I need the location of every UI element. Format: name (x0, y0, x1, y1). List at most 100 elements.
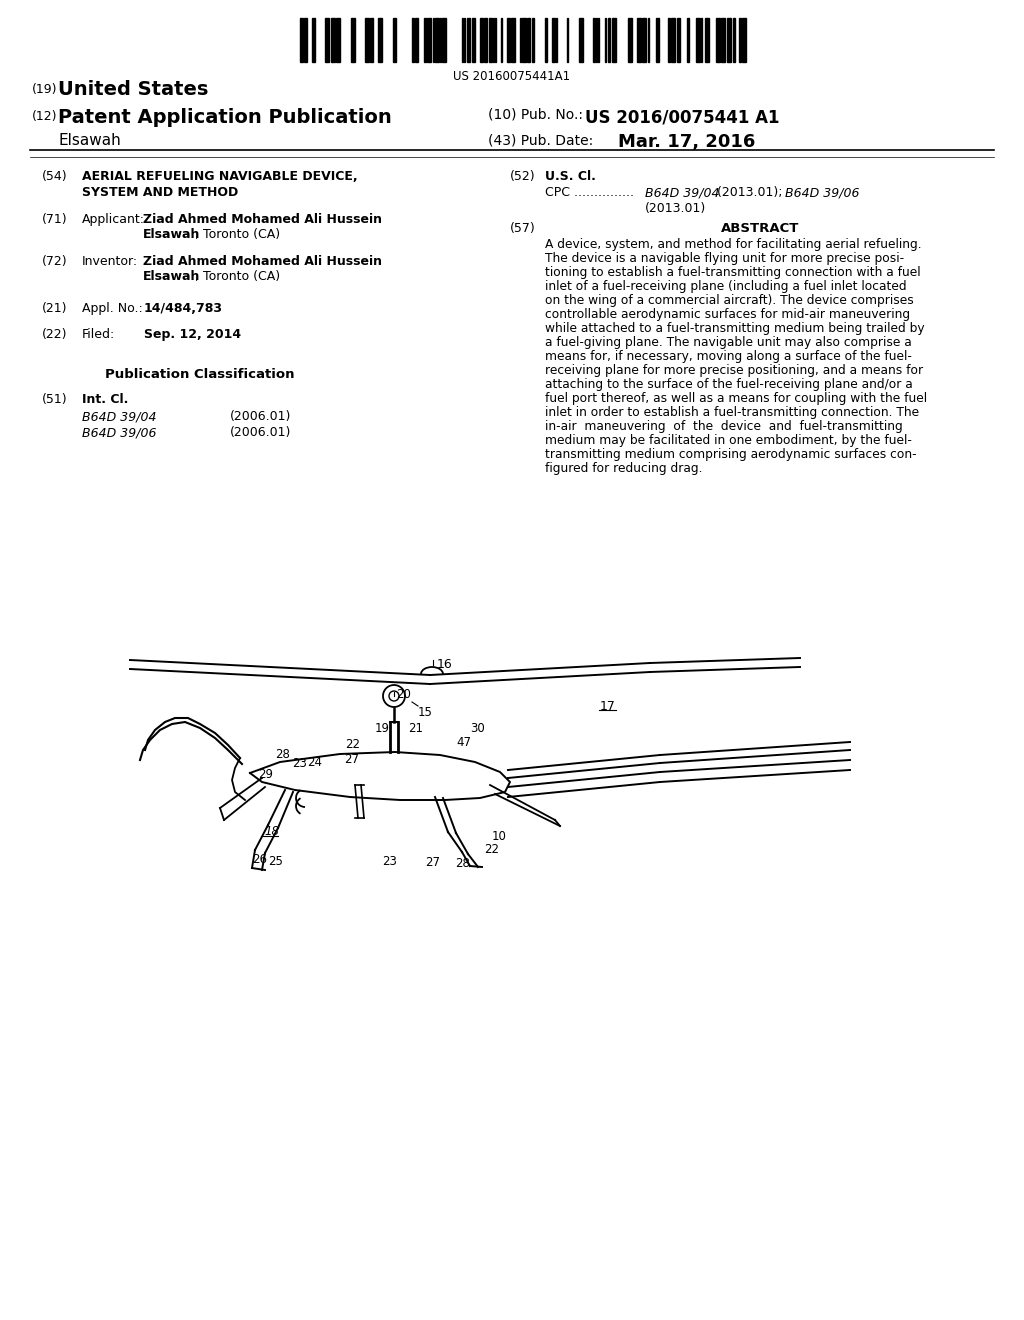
Bar (351, 18, 355, 62)
Text: 29: 29 (258, 768, 273, 781)
Text: controllable aerodynamic surfaces for mid-air maneuvering: controllable aerodynamic surfaces for mi… (545, 308, 910, 321)
Text: , Toronto (CA): , Toronto (CA) (195, 228, 281, 242)
Text: 30: 30 (470, 722, 484, 735)
Bar (687, 18, 689, 62)
Text: inlet of a fuel-receiving plane (including a fuel inlet located: inlet of a fuel-receiving plane (includi… (545, 280, 906, 293)
Text: CPC ...............: CPC ............... (545, 186, 638, 199)
Text: 27: 27 (344, 752, 359, 766)
Text: transmitting medium comprising aerodynamic surfaces con-: transmitting medium comprising aerodynam… (545, 447, 916, 461)
Bar (435, 18, 439, 62)
Text: ABSTRACT: ABSTRACT (721, 222, 799, 235)
Text: in-air  maneuvering  of  the  device  and  fuel-transmitting: in-air maneuvering of the device and fue… (545, 420, 903, 433)
Text: 22: 22 (484, 843, 499, 855)
Bar (331, 18, 335, 62)
Text: 28: 28 (455, 857, 470, 870)
Text: US 2016/0075441 A1: US 2016/0075441 A1 (585, 108, 779, 125)
Text: 28: 28 (275, 748, 290, 762)
Text: Filed:: Filed: (82, 327, 116, 341)
Bar (696, 18, 700, 62)
Bar (545, 18, 547, 62)
Text: Ziad Ahmed Mohamed Ali Hussein: Ziad Ahmed Mohamed Ali Hussein (143, 255, 382, 268)
Bar (484, 18, 487, 62)
Text: while attached to a fuel-transmitting medium being trailed by: while attached to a fuel-transmitting me… (545, 322, 925, 335)
Text: 23: 23 (292, 756, 307, 770)
Bar (637, 18, 641, 62)
Text: fuel port thereof, as well as a means for coupling with the fuel: fuel port thereof, as well as a means fo… (545, 392, 927, 405)
Text: 47: 47 (456, 737, 471, 748)
Bar (579, 18, 583, 62)
Text: B64D 39/04: B64D 39/04 (645, 186, 720, 199)
Text: 16: 16 (437, 657, 453, 671)
Bar (522, 18, 526, 62)
Text: tioning to establish a fuel-transmitting connection with a fuel: tioning to establish a fuel-transmitting… (545, 267, 921, 279)
Text: Inventor:: Inventor: (82, 255, 138, 268)
Bar (642, 18, 646, 62)
Bar (393, 18, 396, 62)
Bar (721, 18, 725, 62)
Text: 22: 22 (345, 738, 360, 751)
Bar (378, 18, 382, 62)
Text: (10) Pub. No.:: (10) Pub. No.: (488, 108, 583, 121)
Bar (671, 18, 675, 62)
Text: (2006.01): (2006.01) (230, 411, 292, 422)
Text: (71): (71) (42, 213, 68, 226)
Bar (480, 18, 483, 62)
Bar (552, 18, 555, 62)
Bar (716, 18, 720, 62)
Text: Mar. 17, 2016: Mar. 17, 2016 (618, 133, 756, 150)
Text: 14/484,783: 14/484,783 (144, 302, 223, 315)
Text: United States: United States (58, 81, 208, 99)
Bar (727, 18, 731, 62)
Text: Elsawah: Elsawah (58, 133, 121, 148)
Bar (427, 18, 431, 62)
Text: 17: 17 (600, 700, 615, 713)
Text: B64D 39/06: B64D 39/06 (82, 426, 157, 440)
Text: Appl. No.:: Appl. No.: (82, 302, 142, 315)
Text: (2013.01): (2013.01) (645, 202, 707, 215)
Text: (19): (19) (32, 83, 57, 96)
Text: SYSTEM AND METHOD: SYSTEM AND METHOD (82, 186, 239, 199)
Bar (325, 18, 329, 62)
Text: B64D 39/04: B64D 39/04 (82, 411, 157, 422)
Bar (511, 18, 515, 62)
Text: U.S. Cl.: U.S. Cl. (545, 170, 596, 183)
Text: 19: 19 (375, 722, 390, 735)
Text: (2006.01): (2006.01) (230, 426, 292, 440)
Text: (54): (54) (42, 170, 68, 183)
Bar (532, 18, 534, 62)
Bar (739, 18, 741, 62)
Text: Patent Application Publication: Patent Application Publication (58, 108, 392, 127)
Text: 20: 20 (396, 688, 411, 701)
Text: Publication Classification: Publication Classification (105, 368, 295, 381)
Text: (72): (72) (42, 255, 68, 268)
Text: a fuel-giving plane. The navigable unit may also comprise a: a fuel-giving plane. The navigable unit … (545, 337, 911, 348)
Text: (43) Pub. Date:: (43) Pub. Date: (488, 133, 593, 147)
Text: 15: 15 (418, 706, 433, 719)
Text: 23: 23 (382, 855, 397, 869)
Bar (472, 18, 475, 62)
Bar (593, 18, 595, 62)
Bar (412, 18, 414, 62)
Bar (489, 18, 492, 62)
Bar (608, 18, 610, 62)
Text: attaching to the surface of the fuel-receiving plane and/or a: attaching to the surface of the fuel-rec… (545, 378, 912, 391)
Text: 25: 25 (268, 855, 283, 869)
Text: on the wing of a commercial aircraft). The device comprises: on the wing of a commercial aircraft). T… (545, 294, 913, 308)
Text: (57): (57) (510, 222, 536, 235)
Text: medium may be facilitated in one embodiment, by the fuel-: medium may be facilitated in one embodim… (545, 434, 912, 447)
Text: means for, if necessary, moving along a surface of the fuel-: means for, if necessary, moving along a … (545, 350, 912, 363)
Bar (467, 18, 470, 62)
Text: Sep. 12, 2014: Sep. 12, 2014 (144, 327, 241, 341)
Bar (300, 18, 303, 62)
Bar (304, 18, 307, 62)
Text: Ziad Ahmed Mohamed Ali Hussein: Ziad Ahmed Mohamed Ali Hussein (143, 213, 382, 226)
Text: B64D 39/06: B64D 39/06 (785, 186, 859, 199)
Text: (52): (52) (510, 170, 536, 183)
Text: 24: 24 (307, 756, 322, 770)
Text: (22): (22) (42, 327, 68, 341)
Bar (370, 18, 373, 62)
Bar (677, 18, 680, 62)
Bar (733, 18, 735, 62)
Text: AERIAL REFUELING NAVIGABLE DEVICE,: AERIAL REFUELING NAVIGABLE DEVICE, (82, 170, 357, 183)
Text: 10: 10 (492, 830, 507, 843)
